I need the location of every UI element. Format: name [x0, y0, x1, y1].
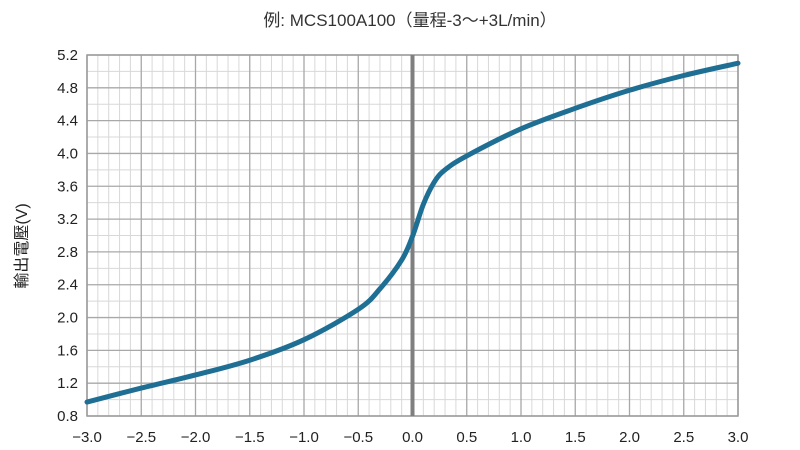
y-tick-label: 0.8: [57, 408, 78, 425]
x-tick-label: 1.5: [565, 429, 586, 446]
x-tick-label: −1.5: [235, 429, 265, 446]
x-tick-label: 2.0: [619, 429, 640, 446]
y-tick-label: 2.8: [57, 244, 78, 261]
y-tick-label: 2.0: [57, 310, 78, 327]
series-line: [84, 60, 741, 405]
y-tick-label: 3.2: [57, 211, 78, 228]
x-tick-label: 3.0: [728, 429, 749, 446]
y-tick-label: 5.2: [57, 47, 78, 64]
x-tick-label: −1.0: [289, 429, 319, 446]
x-tick-label: 0.5: [456, 429, 477, 446]
chart-title: 例: MCS100A100（量程-3～+3L/min）: [263, 11, 557, 30]
y-tick-label: 2.4: [57, 277, 78, 294]
series-layer: [84, 60, 741, 405]
y-tick-label: 1.6: [57, 342, 78, 359]
y-tick-label: 4.8: [57, 80, 78, 97]
tick-labels: −3.0 −2.5 −2.0 −1.5 −1.0 −0.5 0.0 0.5 1.0 1.5 2.0 2…: [57, 47, 748, 446]
y-tick-label: 1.2: [57, 375, 78, 392]
x-tick-label: −2.5: [126, 429, 156, 446]
y-tick-label: 4.0: [57, 145, 78, 162]
y-tick-label: 3.6: [57, 178, 78, 195]
x-tick-label: 1.0: [511, 429, 532, 446]
x-tick-label: −3.0: [72, 429, 102, 446]
x-tick-label: −2.0: [181, 429, 211, 446]
x-tick-label: 0.0: [402, 429, 423, 446]
y-tick-label: 4.4: [57, 113, 78, 130]
x-tick-label: −0.5: [343, 429, 373, 446]
x-tick-label: 2.5: [673, 429, 694, 446]
